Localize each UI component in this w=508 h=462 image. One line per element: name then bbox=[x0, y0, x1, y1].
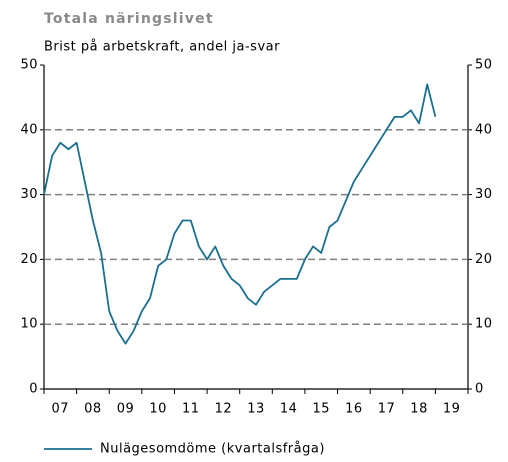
x-tick-label: 13 bbox=[247, 402, 265, 417]
y2-tick-label: 50 bbox=[475, 58, 493, 73]
y-tick-label: 30 bbox=[20, 187, 38, 202]
series-line bbox=[43, 83, 437, 345]
y2-tick-label: 30 bbox=[475, 187, 493, 202]
x-tick-label: 08 bbox=[84, 402, 102, 417]
y-tick-label: 20 bbox=[20, 252, 38, 267]
x-tick-label: 14 bbox=[280, 402, 298, 417]
y-tick-label: 50 bbox=[20, 58, 38, 73]
x-tick-label: 19 bbox=[443, 402, 461, 417]
y2-tick-label: 20 bbox=[475, 252, 493, 267]
y2-tick-label: 0 bbox=[475, 382, 484, 397]
y-tick-label: 10 bbox=[20, 317, 38, 332]
chart-subtitle: Brist på arbetskraft, andel ja-svar bbox=[44, 40, 280, 55]
x-tick-label: 12 bbox=[215, 402, 233, 417]
x-tick-label: 11 bbox=[182, 402, 200, 417]
x-tick-label: 07 bbox=[52, 402, 70, 417]
chart-title: Totala näringslivet bbox=[44, 11, 214, 27]
x-tick-label: 18 bbox=[410, 402, 428, 417]
y2-tick-label: 40 bbox=[475, 122, 493, 137]
x-tick-label: 17 bbox=[378, 402, 396, 417]
x-tick-label: 15 bbox=[312, 402, 330, 417]
x-tick-label: 16 bbox=[345, 402, 363, 417]
y-tick-label: 40 bbox=[20, 122, 38, 137]
y2-tick-label: 10 bbox=[475, 317, 493, 332]
y-tick-label: 0 bbox=[29, 382, 38, 397]
x-tick-label: 09 bbox=[117, 402, 135, 417]
legend-label: Nulägesomdöme (kvartalsfråga) bbox=[100, 442, 325, 457]
x-tick-label: 10 bbox=[149, 402, 167, 417]
